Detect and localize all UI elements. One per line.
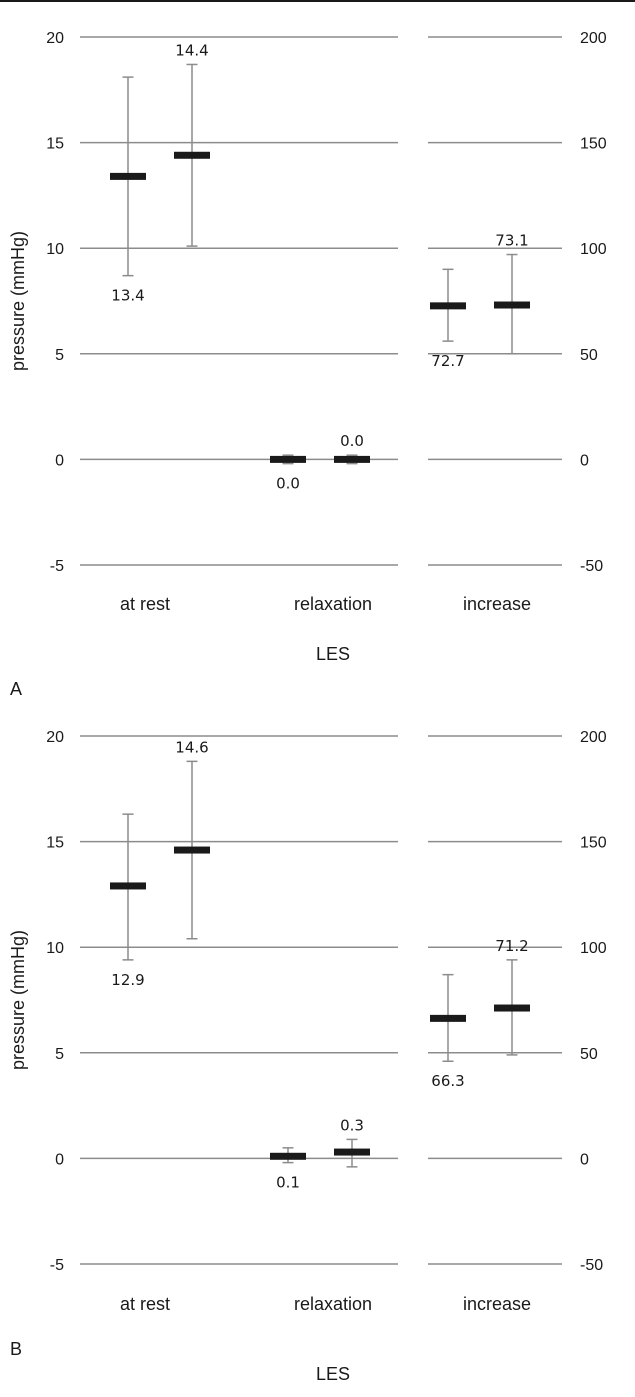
data-point: 14.4 xyxy=(174,41,210,247)
category-label: at rest xyxy=(120,594,170,614)
mean-marker xyxy=(430,1014,466,1022)
y-tick-left: 10 xyxy=(46,241,64,258)
data-label: 14.4 xyxy=(175,41,208,59)
data-point: 66.3 xyxy=(430,973,466,1090)
category-label: relaxation xyxy=(294,594,372,614)
y-tick-right: 0 xyxy=(580,452,589,469)
data-label: 0.0 xyxy=(340,432,364,450)
mean-marker xyxy=(334,1148,370,1156)
y-tick-left: 0 xyxy=(55,452,64,469)
data-point: 0.3 xyxy=(334,1116,370,1168)
y-tick-left: 0 xyxy=(55,1151,64,1168)
gridlines xyxy=(80,735,562,1265)
x-axis-title: LES xyxy=(316,644,350,664)
y-tick-left: -5 xyxy=(50,558,64,575)
data-label: 73.1 xyxy=(495,232,528,250)
y-tick-left: 5 xyxy=(55,347,64,364)
y-tick-left: 15 xyxy=(46,835,64,852)
y-tick-left: 20 xyxy=(46,30,64,47)
mean-marker xyxy=(174,846,210,854)
y-tick-right: -50 xyxy=(580,1257,603,1274)
y-tick-left: 10 xyxy=(46,940,64,957)
y-tick-left: -5 xyxy=(50,1257,64,1274)
mean-marker xyxy=(270,1152,306,1160)
data-label: 72.7 xyxy=(431,352,464,370)
y-tick-left: 15 xyxy=(46,136,64,153)
mean-marker xyxy=(270,455,306,463)
mean-marker xyxy=(174,151,210,159)
data-label: 0.3 xyxy=(340,1116,364,1134)
y-tick-left: 5 xyxy=(55,1046,64,1063)
y-tick-right: 50 xyxy=(580,347,598,364)
data-point: 0.0 xyxy=(270,454,306,493)
panel-letter: B xyxy=(10,1339,22,1359)
y-tick-right: 50 xyxy=(580,1046,598,1063)
data-point: 72.7 xyxy=(430,268,466,370)
data-point: 12.9 xyxy=(110,813,146,989)
data-label: 66.3 xyxy=(431,1072,464,1090)
data-label: 71.2 xyxy=(495,937,528,955)
mean-marker xyxy=(494,301,530,309)
y-tick-right: 200 xyxy=(580,729,607,746)
data-point: 13.4 xyxy=(110,76,146,305)
data-label: 12.9 xyxy=(111,971,144,989)
mean-marker xyxy=(430,302,466,310)
category-label: relaxation xyxy=(294,1294,372,1314)
category-label: at rest xyxy=(120,1294,170,1314)
data-label: 13.4 xyxy=(111,287,144,305)
data-label: 0.0 xyxy=(276,475,300,493)
data-point: 0.1 xyxy=(270,1147,306,1192)
y-tick-right: 150 xyxy=(580,136,607,153)
mean-marker xyxy=(494,1004,530,1012)
data-point: 0.0 xyxy=(334,432,370,465)
data-label: 14.6 xyxy=(175,738,208,756)
mean-marker xyxy=(334,455,370,463)
mean-marker xyxy=(110,882,146,890)
y-tick-left: 20 xyxy=(46,729,64,746)
gridlines xyxy=(80,36,562,566)
x-axis-title: LES xyxy=(316,1364,350,1384)
panel-b: 20 200 15 150 10 100 5 50 0 0 -5 -50 pressure (mmHg)… xyxy=(8,729,607,1384)
data-label: 0.1 xyxy=(276,1174,300,1192)
category-label: increase xyxy=(463,1294,531,1314)
data-point: 73.1 xyxy=(494,232,530,355)
y-axis-title: pressure (mmHg) xyxy=(8,231,28,371)
y-tick-right: 0 xyxy=(580,1151,589,1168)
panel-letter: A xyxy=(10,679,22,699)
mean-marker xyxy=(110,172,146,180)
y-tick-right: 100 xyxy=(580,241,607,258)
y-tick-right: -50 xyxy=(580,558,603,575)
y-tick-right: 100 xyxy=(580,940,607,957)
y-tick-right: 150 xyxy=(580,835,607,852)
y-tick-right: 200 xyxy=(580,30,607,47)
category-label: increase xyxy=(463,594,531,614)
data-point: 71.2 xyxy=(494,937,530,1056)
data-point: 14.6 xyxy=(174,738,210,940)
panel-a: 20 200 15 150 10 100 5 50 0 0 -5 -50 pressure (mmHg)… xyxy=(8,30,607,699)
y-axis-title: pressure (mmHg) xyxy=(8,930,28,1070)
